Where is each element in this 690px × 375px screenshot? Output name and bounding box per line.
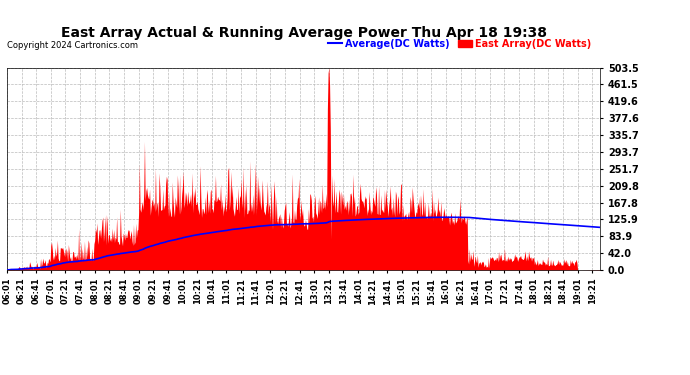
Legend: Average(DC Watts), East Array(DC Watts): Average(DC Watts), East Array(DC Watts) <box>324 35 595 52</box>
Text: Copyright 2024 Cartronics.com: Copyright 2024 Cartronics.com <box>7 41 138 50</box>
Text: East Array Actual & Running Average Power Thu Apr 18 19:38: East Array Actual & Running Average Powe… <box>61 26 546 40</box>
